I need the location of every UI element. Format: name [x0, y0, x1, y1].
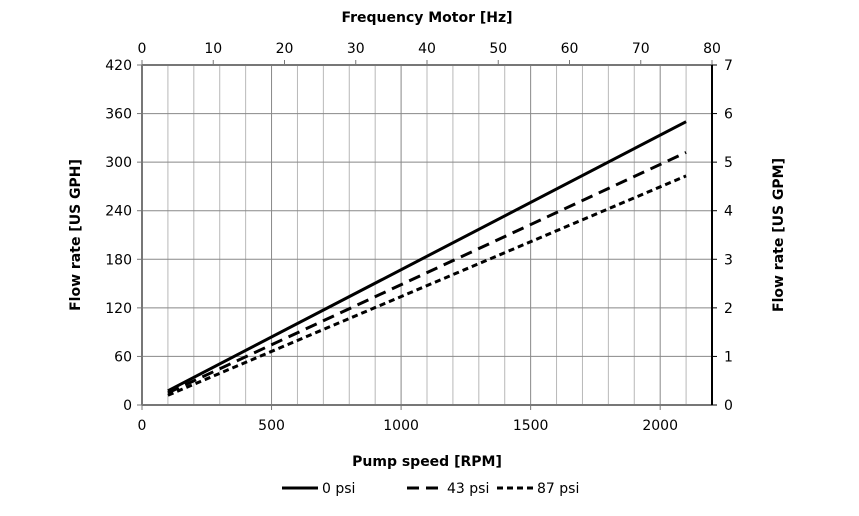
x2-tick-label: 70 — [632, 41, 650, 57]
x2-tick-label: 10 — [204, 41, 222, 57]
y2-tick-label: 1 — [724, 349, 733, 365]
x2-tick-label: 20 — [276, 41, 294, 57]
y2-tick-label: 7 — [724, 58, 733, 74]
y2-axis-label: Flow rate [US GPM] — [771, 158, 787, 312]
y2-tick-label: 6 — [724, 107, 733, 123]
grid — [142, 65, 712, 405]
x2-tick-label: 40 — [418, 41, 436, 57]
x-tick-label: 1000 — [383, 418, 419, 434]
legend-label: 87 psi — [537, 481, 579, 497]
y2-tick-label: 4 — [724, 204, 733, 220]
x-tick-label: 0 — [138, 418, 147, 434]
y2-tick-label: 0 — [724, 398, 733, 414]
x-tick-label: 1500 — [513, 418, 549, 434]
y2-tick-label: 3 — [724, 252, 733, 268]
y-tick-label: 360 — [105, 107, 132, 123]
y-tick-label: 300 — [105, 155, 132, 171]
x2-tick-label: 60 — [561, 41, 579, 57]
y-tick-label: 420 — [105, 58, 132, 74]
y-tick-label: 240 — [105, 204, 132, 220]
y-tick-label: 180 — [105, 252, 132, 268]
x-tick-label: 500 — [258, 418, 285, 434]
series-line-43-psi — [167, 151, 687, 395]
x2-tick-label: 80 — [703, 41, 721, 57]
series-line-87-psi — [167, 174, 687, 397]
x2-axis-label: Frequency Motor [Hz] — [341, 10, 512, 26]
x2-tick-label: 30 — [347, 41, 365, 57]
legend-label: 0 psi — [322, 481, 355, 497]
y-tick-label: 120 — [105, 301, 132, 317]
y-tick-label: 60 — [114, 349, 132, 365]
legend-label: 43 psi — [447, 481, 489, 497]
y-axis-label: Flow rate [US GPH] — [68, 159, 84, 311]
legend: 0 psi 43 psi 87 psi — [282, 481, 579, 497]
y2-tick-label: 5 — [724, 155, 733, 171]
y2-tick-label: 2 — [724, 301, 733, 317]
x-axis-label: Pump speed [RPM] — [352, 454, 502, 470]
x-tick-label: 2000 — [642, 418, 678, 434]
y-tick-label: 0 — [123, 398, 132, 414]
x2-tick-label: 0 — [138, 41, 147, 57]
series-line-0-psi — [167, 120, 687, 393]
x2-tick-label: 50 — [489, 41, 507, 57]
series-lines — [167, 120, 687, 397]
